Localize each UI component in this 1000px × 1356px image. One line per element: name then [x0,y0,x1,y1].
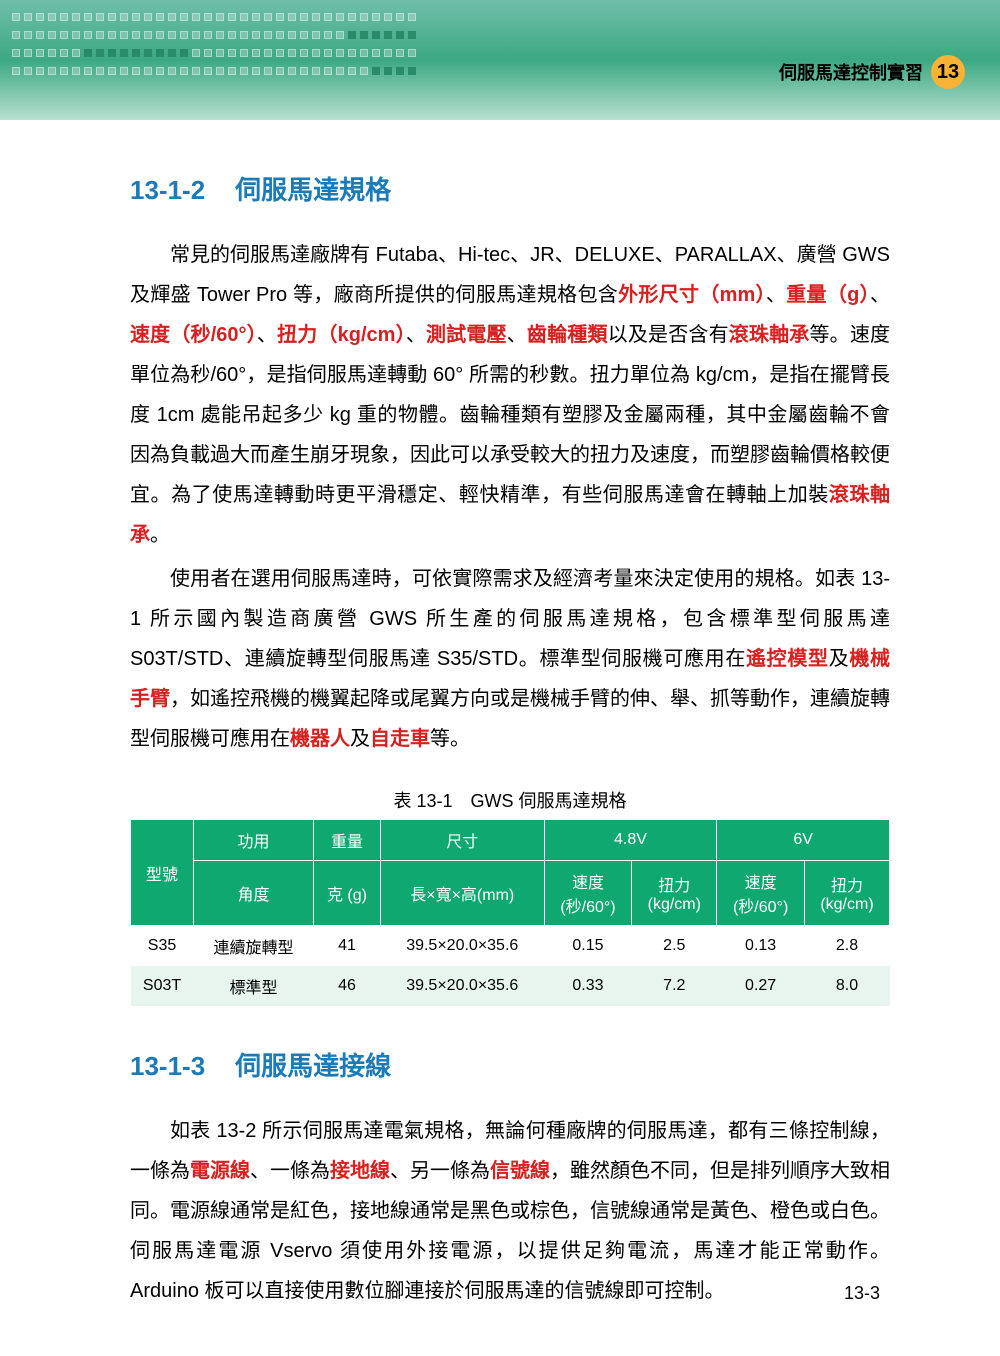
th-6v: 6V [717,820,890,861]
table-body: S35 連續旋轉型 41 39.5×20.0×35.6 0.15 2.5 0.1… [131,926,890,1007]
th-dims: 長×寬×高(mm) [380,861,544,926]
th-angle: 角度 [194,861,314,926]
header-chapter-block: 伺服馬達控制實習 13 [779,55,965,89]
spec-table: 型號 功用 重量 尺寸 4.8V 6V 角度 克 (g) 長×寬×高(mm) 速… [130,819,890,1006]
section-heading-13-1-2: 13-1-2 伺服馬達規格 [130,170,890,207]
table-row: S35 連續旋轉型 41 39.5×20.0×35.6 0.15 2.5 0.1… [131,926,890,967]
paragraph: 常見的伺服馬達廠牌有 Futaba、Hi-tec、JR、DELUXE、PARAL… [130,235,890,555]
table-caption: 表 13-1 GWS 伺服馬達規格 [130,787,890,813]
table-row: S03T 標準型 46 39.5×20.0×35.6 0.33 7.2 0.27… [131,966,890,1006]
page-header: 伺服馬達控制實習 13 [0,0,1000,120]
chapter-title: 伺服馬達控制實習 [779,59,923,85]
page-content: 13-1-2 伺服馬達規格 常見的伺服馬達廠牌有 Futaba、Hi-tec、JR… [0,120,1000,1345]
th-size: 尺寸 [380,820,544,861]
th-weight: 重量 [314,820,381,861]
th-gram: 克 (g) [314,861,381,926]
th-speed-48: 速度 (秒/60°) [544,861,632,926]
section-number: 13-1-2 [130,175,205,205]
header-decoration [10,10,440,100]
section-heading-13-1-3: 13-1-3 伺服馬達接線 [130,1046,890,1083]
th-48v: 4.8V [544,820,717,861]
chapter-number-badge: 13 [931,55,965,89]
th-torque-6: 扭力 (kg/cm) [804,861,889,926]
section-title-text: 伺服馬達接線 [235,1051,391,1081]
th-func: 功用 [194,820,314,861]
page-number: 13-3 [844,1283,880,1304]
paragraph: 使用者在選用伺服馬達時，可依實際需求及經濟考量來決定使用的規格。如表 13-1 … [130,559,890,759]
th-model: 型號 [131,820,194,926]
paragraph: 如表 13-2 所示伺服馬達電氣規格，無論何種廠牌的伺服馬達，都有三條控制線，一… [130,1111,890,1311]
th-speed-6: 速度 (秒/60°) [717,861,805,926]
th-torque-48: 扭力 (kg/cm) [632,861,717,926]
section-number: 13-1-3 [130,1051,205,1081]
table-head: 型號 功用 重量 尺寸 4.8V 6V 角度 克 (g) 長×寬×高(mm) 速… [131,820,890,926]
section-title-text: 伺服馬達規格 [235,175,391,205]
